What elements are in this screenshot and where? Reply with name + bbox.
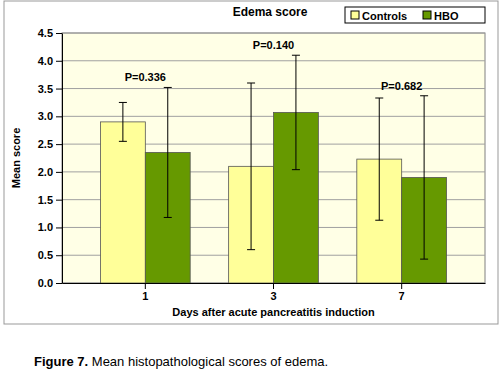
- error-cap: [164, 217, 172, 218]
- y-tick: 0.0: [38, 277, 62, 289]
- error-line: [122, 102, 123, 141]
- legend-label: Controls: [362, 10, 407, 22]
- series: [100, 83, 401, 283]
- y-tick-mark: [56, 61, 62, 62]
- y-tick-mark: [56, 255, 62, 256]
- y-tick: 4.0: [38, 55, 62, 67]
- y-tick-mark: [56, 144, 62, 145]
- caption: Figure 7. Mean histopathological scores …: [34, 354, 328, 369]
- y-axis-title: Mean score: [10, 128, 22, 189]
- grid: [62, 33, 485, 283]
- plot: 0.0 0.5 1.0 1.5 2.0 2.5 3.0 3.5 4.0 4.5 1 3 7 P=0.336…: [38, 27, 486, 302]
- error-cap: [375, 220, 383, 221]
- error-cap: [292, 169, 300, 170]
- error-cap: [375, 98, 383, 99]
- y-tick: 2.0: [38, 166, 62, 178]
- x-tick-mark: [401, 283, 402, 289]
- y-tick: 3.0: [38, 110, 62, 122]
- y-tick-label: 1.0: [38, 221, 53, 233]
- title: Edema score: [233, 5, 308, 19]
- error-line: [295, 55, 296, 169]
- y-tick-mark: [56, 227, 62, 228]
- error-cap: [119, 102, 127, 103]
- y-tick-label: 4.0: [38, 55, 53, 67]
- bar: [100, 122, 145, 283]
- x-tick-label: 1: [142, 290, 148, 302]
- y-tick-label: 3.0: [38, 110, 53, 122]
- error-bar: [375, 98, 383, 220]
- y-axis: 0.0 0.5 1.0 1.5 2.0 2.5 3.0 3.5 4.0 4.5: [38, 27, 63, 289]
- error-bar: [164, 87, 172, 217]
- x-tick-mark: [273, 283, 274, 289]
- x-tick: 7: [399, 283, 405, 302]
- y-tick: 1.0: [38, 221, 62, 233]
- error-line: [167, 87, 168, 217]
- y-axis-line: [62, 34, 63, 284]
- error-cap: [119, 141, 127, 142]
- error-line: [251, 83, 252, 250]
- error-cap: [247, 249, 255, 250]
- y-tick-label: 2.5: [38, 138, 53, 150]
- y-tick-label: 0.5: [38, 249, 53, 261]
- chart: 0.0 0.5 1.0 1.5 2.0 2.5 3.0 3.5 4.0 4.5 1 3 7 P=0.336…: [0, 0, 502, 380]
- annotation: P=0.140: [253, 39, 294, 51]
- legend-swatch: [423, 11, 431, 19]
- grid-line: [62, 33, 485, 34]
- marks: [100, 55, 446, 283]
- y-tick-label: 4.5: [38, 27, 53, 39]
- y-tick: 0.5: [38, 249, 62, 261]
- y-tick-mark: [56, 33, 62, 34]
- legend-label: HBO: [434, 10, 459, 22]
- y-tick-mark: [56, 283, 62, 284]
- y-tick-mark: [56, 89, 62, 90]
- error-bar: [420, 96, 428, 259]
- error-line: [379, 98, 380, 220]
- x-tick-label: 7: [399, 290, 405, 302]
- x-axis: 1 3 7: [63, 283, 486, 302]
- x-tick: 3: [270, 283, 276, 302]
- y-tick: 2.5: [38, 138, 62, 150]
- series: [145, 55, 446, 283]
- y-tick-label: 3.5: [38, 83, 53, 95]
- error-cap: [420, 95, 428, 96]
- y-tick-mark: [56, 116, 62, 117]
- x-tick-label: 3: [270, 290, 276, 302]
- x-axis-title: Days after acute pancreatitis induction: [172, 306, 375, 318]
- legend-swatch: [351, 11, 359, 19]
- annotation: P=0.336: [125, 71, 166, 83]
- error-cap: [247, 83, 255, 84]
- error-bar: [247, 83, 255, 250]
- x-tick: 1: [142, 283, 148, 302]
- annotation: P=0.682: [381, 80, 422, 92]
- y-tick-mark: [56, 200, 62, 201]
- grid-line: [62, 60, 485, 61]
- error-cap: [292, 55, 300, 56]
- plot-area: [62, 33, 485, 283]
- chart-frame: [4, 1, 498, 324]
- legend-box: [345, 7, 485, 23]
- error-cap: [420, 259, 428, 260]
- error-bar: [292, 55, 300, 169]
- y-tick-label: 1.5: [38, 194, 53, 206]
- y-tick-mark: [56, 172, 62, 173]
- error-line: [424, 96, 425, 259]
- x-tick-mark: [145, 283, 146, 289]
- y-tick: 1.5: [38, 194, 62, 206]
- legend: Controls HBO: [345, 7, 485, 23]
- error-cap: [164, 87, 172, 88]
- y-tick: 4.5: [38, 27, 62, 39]
- y-tick-label: 2.0: [38, 166, 53, 178]
- y-tick-label: 0.0: [38, 277, 53, 289]
- y-tick: 3.5: [38, 83, 62, 95]
- error-bar: [119, 102, 127, 141]
